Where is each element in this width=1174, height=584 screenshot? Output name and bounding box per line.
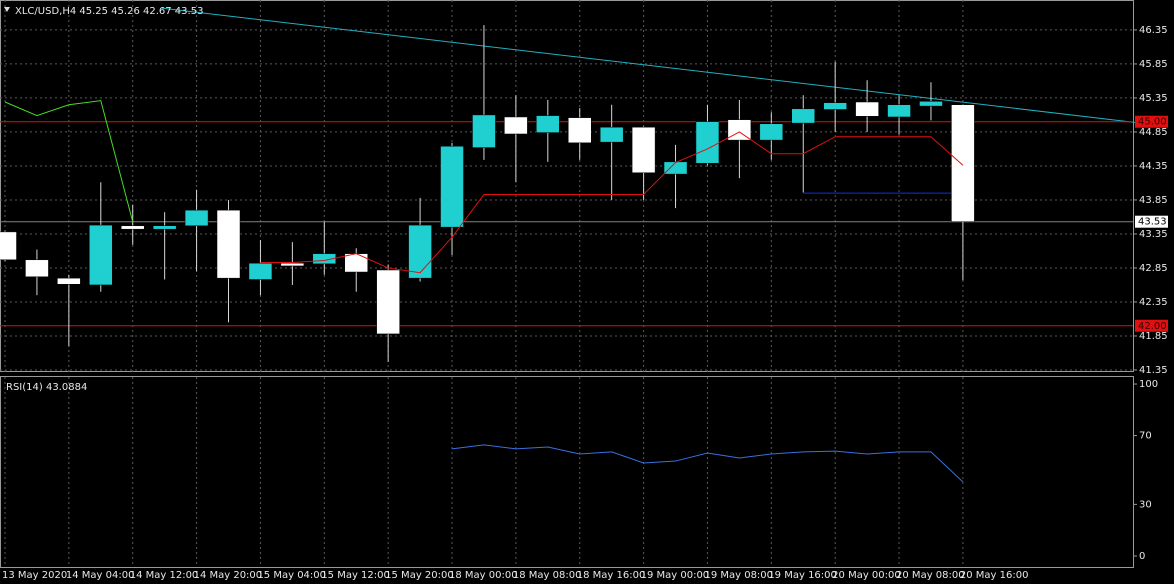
candle-body: [184, 209, 209, 227]
x-tick-label: 15 May 04:00: [257, 570, 326, 581]
candle-body: [504, 116, 528, 135]
y-tick-label: 43.85: [1139, 195, 1168, 206]
x-tick-label: 15 May 20:00: [385, 570, 454, 581]
price-level-badge: [1135, 215, 1168, 228]
x-tick-label: 20 May 08:00: [896, 570, 965, 581]
chart-title: XLC/USD,H4 45.25 45.26 42.67 43.53: [15, 6, 203, 17]
y-tick-label: 0: [1139, 551, 1145, 562]
x-tick-label: 18 May 16:00: [577, 570, 646, 581]
price-level-label: 43.53: [1138, 217, 1167, 228]
price-level-badge: [1135, 319, 1168, 332]
candle-body: [0, 231, 17, 261]
candle-body: [216, 209, 241, 279]
price-level-label: 45.00: [1138, 117, 1167, 128]
candle-body: [408, 224, 432, 279]
candle-body: [567, 117, 592, 144]
candle-body: [440, 145, 464, 228]
x-tick-label: 15 May 12:00: [321, 570, 390, 581]
candle-body: [152, 225, 177, 230]
y-tick-label: 45.35: [1139, 93, 1168, 104]
y-tick-label: 45.85: [1139, 59, 1168, 70]
candle-body: [887, 104, 911, 118]
y-tick-label: 100: [1139, 379, 1158, 390]
x-tick-label: 19 May 00:00: [641, 570, 710, 581]
candle-body: [57, 277, 81, 285]
y-tick-label: 30: [1139, 499, 1152, 510]
candle-body: [791, 108, 815, 124]
candle-body: [472, 114, 496, 148]
x-tick-label: 19 May 08:00: [704, 570, 773, 581]
x-tick-label: 20 May 00:00: [832, 570, 901, 581]
candle-body: [25, 259, 49, 278]
x-tick-label: 19 May 16:00: [768, 570, 837, 581]
y-tick-label: 41.35: [1139, 365, 1168, 376]
candle-body: [89, 224, 113, 286]
y-tick-label: 44.85: [1139, 127, 1168, 138]
candle-body: [823, 102, 847, 110]
y-tick-label: 43.35: [1139, 229, 1168, 240]
y-tick-label: 42.85: [1139, 263, 1168, 274]
price-level-badge: [1135, 115, 1168, 128]
candle-body: [248, 262, 273, 280]
title-marker: [4, 7, 10, 12]
candle-body: [663, 161, 688, 175]
candle-body: [120, 225, 145, 230]
y-tick-label: 42.35: [1139, 297, 1168, 308]
candle-body: [280, 262, 305, 267]
y-tick-label: 70: [1139, 431, 1152, 442]
rsi-panel: [0, 376, 1134, 568]
y-tick-label: 46.35: [1139, 25, 1168, 36]
x-tick-label: 18 May 08:00: [513, 570, 582, 581]
candle-body: [631, 126, 656, 173]
trendline: [161, 7, 1165, 127]
candle-body: [376, 269, 400, 335]
x-tick-label: 18 May 00:00: [449, 570, 518, 581]
candle-body: [312, 253, 337, 265]
rsi-line: [451, 444, 964, 483]
candle-body: [951, 104, 975, 222]
x-tick-label: 13 May 2020: [2, 570, 67, 581]
x-tick-label: 14 May 04:00: [66, 570, 135, 581]
candle-body: [344, 253, 368, 273]
y-tick-label: 41.85: [1139, 331, 1168, 342]
indicator-line: [4, 100, 134, 222]
candle-body: [919, 101, 943, 107]
price-level-label: 42.00: [1138, 321, 1167, 332]
x-tick-label: 14 May 20:00: [194, 570, 263, 581]
main-panel: [0, 0, 1134, 372]
candle-body: [855, 101, 879, 117]
y-tick-label: 44.35: [1139, 161, 1168, 172]
x-tick-label: 20 May 16:00: [960, 570, 1029, 581]
candle-body: [695, 121, 720, 164]
candle-body: [599, 126, 624, 143]
candle-body: [759, 123, 784, 141]
candle-body: [536, 115, 560, 133]
rsi-title: RSI(14) 43.0884: [6, 382, 87, 393]
x-tick-label: 14 May 12:00: [130, 570, 199, 581]
indicator-line: [260, 131, 964, 274]
